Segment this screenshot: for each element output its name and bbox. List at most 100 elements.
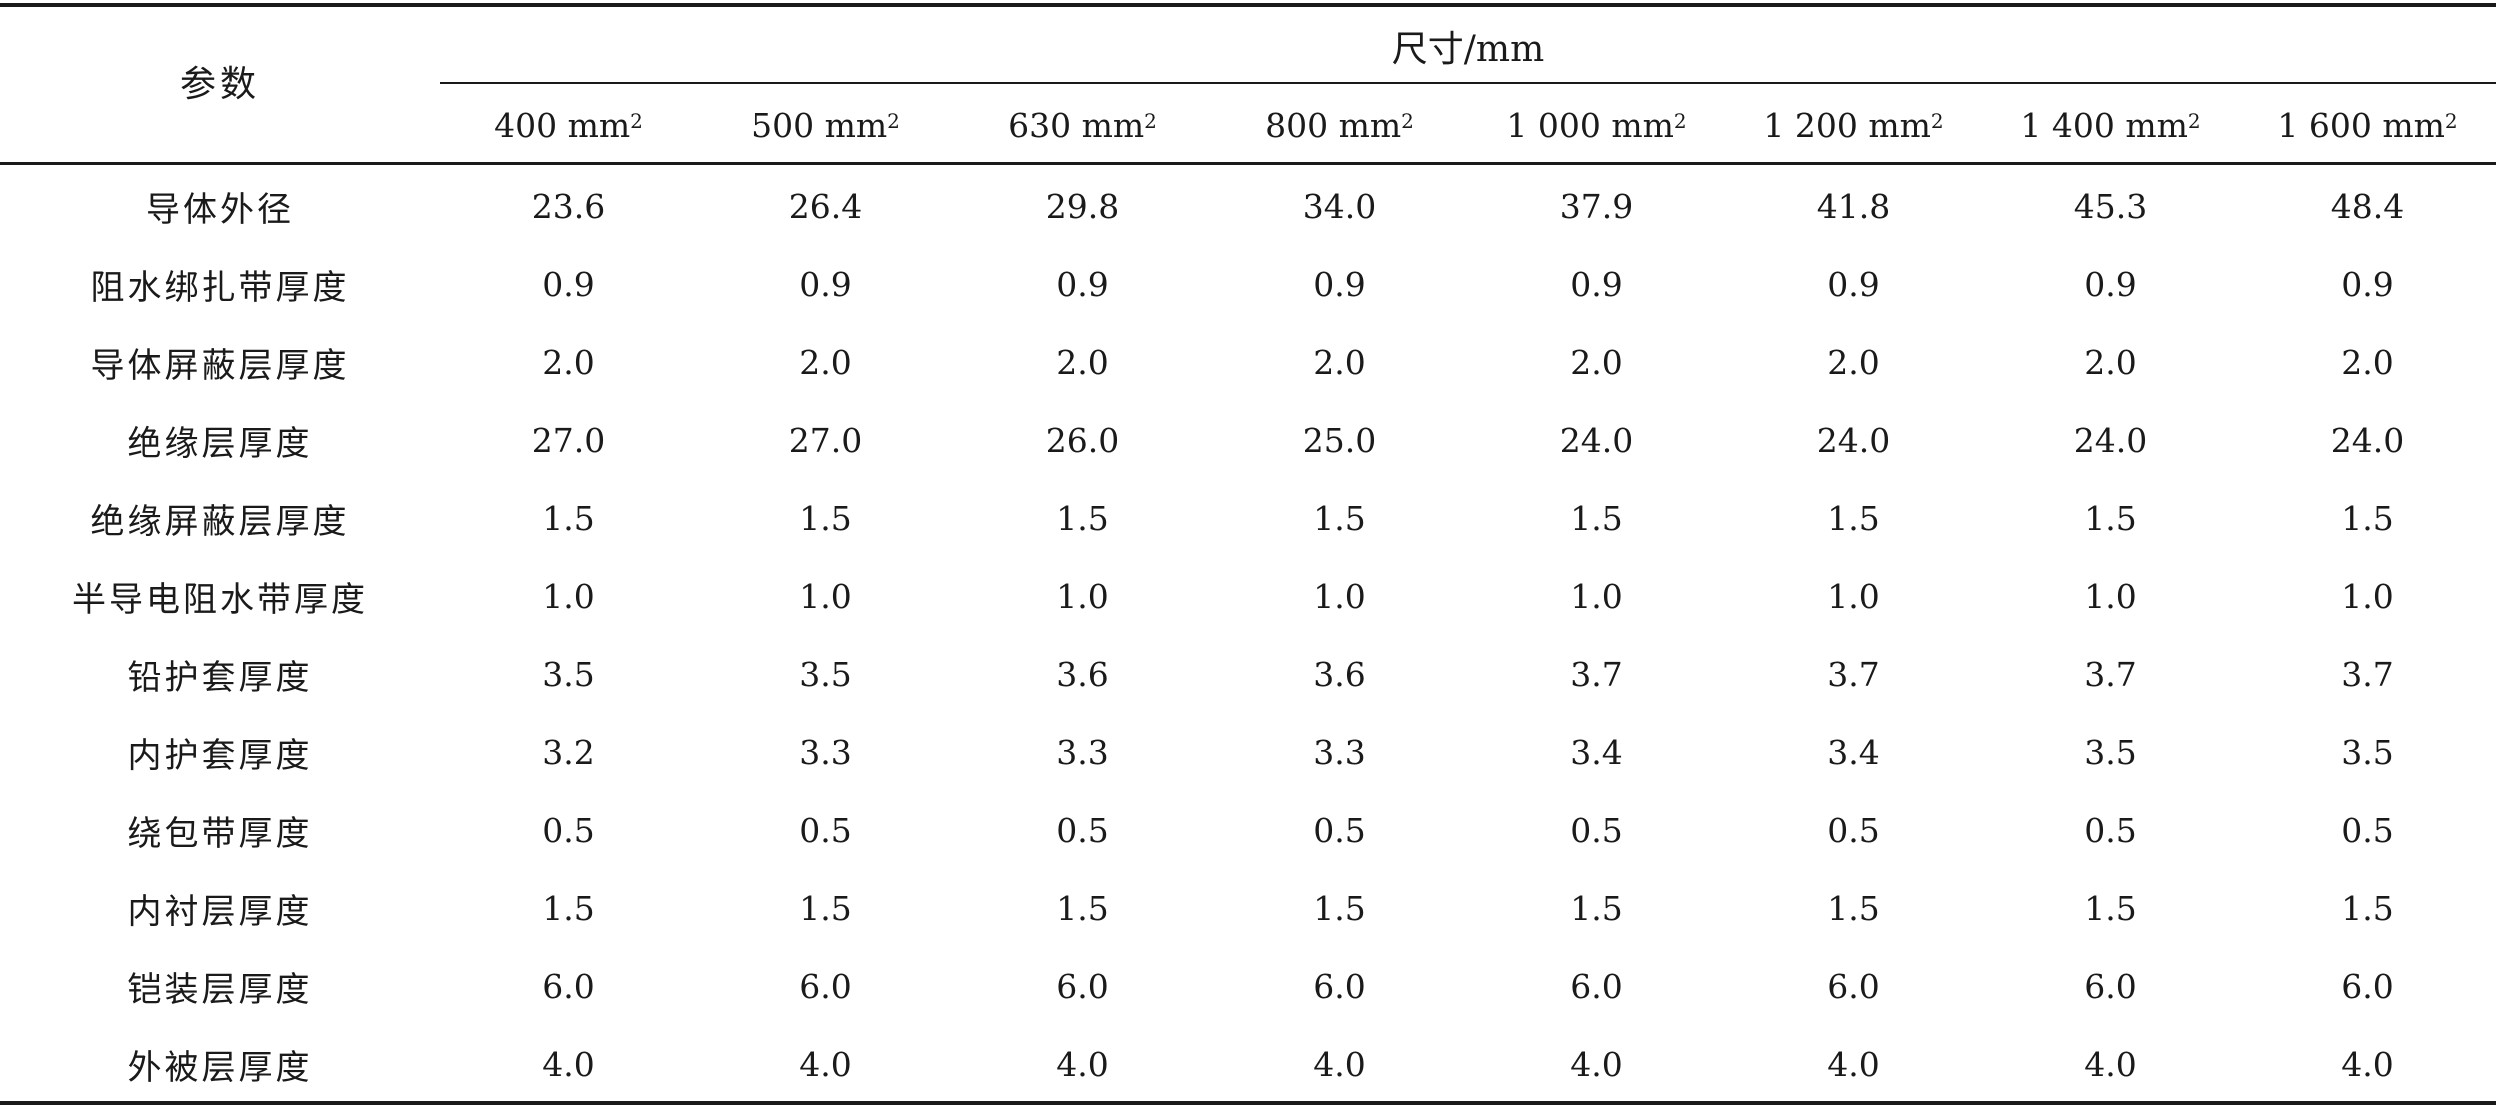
column-header-label: 500 mm	[751, 105, 888, 145]
table-cell: 45.3	[2073, 186, 2148, 226]
column-header-label: 1 200 mm	[1763, 105, 1931, 145]
table-cell: 3.4	[1827, 732, 1880, 772]
table-cell: 0.5	[799, 810, 852, 850]
row-label: 半导电阻水带厚度	[72, 579, 368, 620]
table-cell: 0.9	[799, 264, 852, 304]
table-cell: 1.0	[2341, 576, 2394, 616]
table-cell: 3.5	[2084, 732, 2137, 772]
dimension-header: 尺寸/mm	[1391, 29, 1545, 70]
table-cell: 1.0	[1313, 576, 1366, 616]
table-cell: 0.5	[2341, 810, 2394, 850]
table-cell: 6.0	[2084, 966, 2137, 1006]
column-header: 1 000 mm 2	[1468, 88, 1725, 162]
row-label: 铅护套厚度	[127, 657, 313, 698]
table-cell: 1.5	[1313, 888, 1366, 928]
table-cell: 23.6	[531, 186, 606, 226]
table-cell: 26.0	[1045, 420, 1120, 460]
row-label: 内衬层厚度	[127, 891, 313, 932]
table-cell: 25.0	[1302, 420, 1377, 460]
table-cell: 3.7	[1827, 654, 1880, 694]
table-cell: 2.0	[799, 342, 852, 382]
table-cell: 24.0	[1559, 420, 1634, 460]
row-label: 导体屏蔽层厚度	[90, 345, 350, 386]
table-cell: 1.5	[1827, 498, 1880, 538]
table-cell: 3.5	[542, 654, 595, 694]
table-cell: 1.5	[799, 498, 852, 538]
table-cell: 1.5	[2341, 888, 2394, 928]
column-header-superscript: 2	[2444, 109, 2458, 133]
table-cell: 1.0	[1827, 576, 1880, 616]
table-cell: 6.0	[1827, 966, 1880, 1006]
column-header-superscript: 2	[1930, 109, 1944, 133]
table-cell: 1.5	[1570, 888, 1623, 928]
table-cell: 24.0	[2330, 420, 2405, 460]
table-cell: 37.9	[1559, 186, 1634, 226]
table-top-rule	[0, 3, 2496, 7]
column-header-label: 630 mm	[1008, 105, 1145, 145]
column-header-superscript: 2	[1144, 109, 1157, 133]
row-label: 导体外径	[146, 189, 294, 230]
table-cell: 1.0	[542, 576, 595, 616]
table-cell: 1.0	[1570, 576, 1623, 616]
column-header-superscript: 2	[887, 109, 900, 133]
table-cell: 1.5	[1570, 498, 1623, 538]
column-header: 630 mm 2	[954, 88, 1211, 162]
column-header-label: 800 mm	[1265, 105, 1402, 145]
column-header: 800 mm 2	[1211, 88, 1468, 162]
table-cell: 6.0	[2341, 966, 2394, 1006]
table-cell: 24.0	[2073, 420, 2148, 460]
header-group-rule	[440, 82, 2496, 84]
row-label: 外被层厚度	[127, 1047, 313, 1088]
table-cell: 1.5	[2084, 498, 2137, 538]
table-cell: 6.0	[1313, 966, 1366, 1006]
table-cell: 4.0	[1313, 1044, 1366, 1084]
column-header-label: 1 600 mm	[2277, 105, 2445, 145]
table-cell: 6.0	[1570, 966, 1623, 1006]
table-cell: 1.5	[542, 888, 595, 928]
table-cell: 1.5	[1056, 888, 1109, 928]
table-cell: 4.0	[799, 1044, 852, 1084]
table-cell: 3.3	[1056, 732, 1109, 772]
table-cell: 0.9	[1313, 264, 1366, 304]
table-cell: 3.6	[1056, 654, 1109, 694]
table-cell: 4.0	[2341, 1044, 2394, 1084]
column-header-superscript: 2	[1401, 109, 1414, 133]
column-header: 1 600 mm 2	[2239, 88, 2496, 162]
table-cell: 6.0	[799, 966, 852, 1006]
table-cell: 2.0	[542, 342, 595, 382]
table-cell: 0.9	[2341, 264, 2394, 304]
param-header: 参数	[179, 64, 260, 105]
table-cell: 1.5	[2341, 498, 2394, 538]
table-cell: 1.0	[1056, 576, 1109, 616]
table-cell: 1.5	[799, 888, 852, 928]
table-cell: 0.9	[542, 264, 595, 304]
column-header: 1 400 mm 2	[1982, 88, 2239, 162]
table-cell: 3.3	[1313, 732, 1366, 772]
table-cell: 3.3	[799, 732, 852, 772]
table-cell: 3.5	[2341, 732, 2394, 772]
table-cell: 2.0	[1827, 342, 1880, 382]
table-cell: 26.4	[788, 186, 863, 226]
table-cell: 3.2	[542, 732, 595, 772]
table-cell: 1.0	[2084, 576, 2137, 616]
table-cell: 4.0	[1570, 1044, 1623, 1084]
table-cell: 6.0	[1056, 966, 1109, 1006]
table-cell: 3.5	[799, 654, 852, 694]
table-cell: 0.5	[1056, 810, 1109, 850]
table-cell: 1.5	[1313, 498, 1366, 538]
row-label: 绝缘层厚度	[127, 423, 313, 464]
table-cell: 1.5	[542, 498, 595, 538]
table-cell: 0.9	[2084, 264, 2137, 304]
table-cell: 0.5	[1313, 810, 1366, 850]
column-header-label: 1 000 mm	[1506, 105, 1674, 145]
table-bottom-rule	[0, 1101, 2496, 1105]
table-cell: 3.7	[1570, 654, 1623, 694]
column-header: 1 200 mm 2	[1725, 88, 1982, 162]
table-cell: 2.0	[1056, 342, 1109, 382]
table-cell: 27.0	[531, 420, 606, 460]
table-cell: 24.0	[1816, 420, 1891, 460]
column-header: 400 mm 2	[440, 88, 697, 162]
row-label: 铠装层厚度	[127, 969, 313, 1010]
table-cell: 0.9	[1827, 264, 1880, 304]
